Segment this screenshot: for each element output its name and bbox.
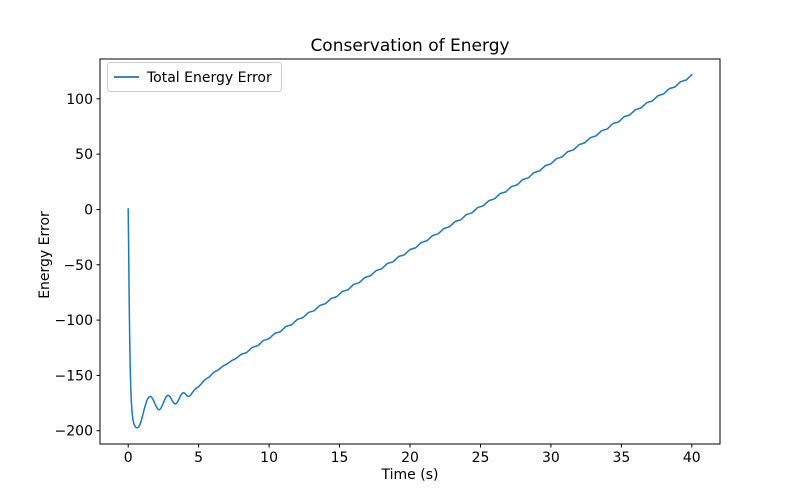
y-tick-label: 100 (66, 92, 93, 108)
y-tick-label: 50 (75, 147, 93, 163)
ticks-layer: 0 5 10 15 20 25 30 35 40 100 50 0 −50 −100 −150 −200 (55, 92, 701, 466)
y-tick-label: −200 (55, 424, 93, 440)
y-tick-label: −100 (55, 313, 93, 329)
x-tick-label: 40 (683, 450, 701, 466)
series-layer (127, 73, 693, 429)
x-tick-label: 20 (401, 450, 419, 466)
legend: Total Energy Error (107, 62, 282, 92)
axes-frame (99, 58, 721, 445)
y-axis-label: Energy Error (37, 211, 53, 299)
x-tick-label: 0 (124, 450, 133, 466)
y-tick-label: −50 (63, 258, 93, 274)
chart-title: Conservation of Energy (310, 36, 509, 56)
x-tick-label: 25 (472, 450, 490, 466)
x-axis-label: Time (s) (381, 467, 439, 483)
x-tick-label: 35 (612, 450, 630, 466)
y-tick-label: −150 (55, 368, 93, 384)
legend-label: Total Energy Error (146, 70, 272, 86)
y-tick-label: 0 (84, 203, 93, 219)
x-tick-label: 5 (194, 450, 203, 466)
x-tick-label: 10 (260, 450, 278, 466)
x-tick-label: 30 (542, 450, 560, 466)
energy-error-line (127, 73, 693, 429)
x-tick-label: 15 (331, 450, 349, 466)
legend-box (107, 62, 282, 92)
